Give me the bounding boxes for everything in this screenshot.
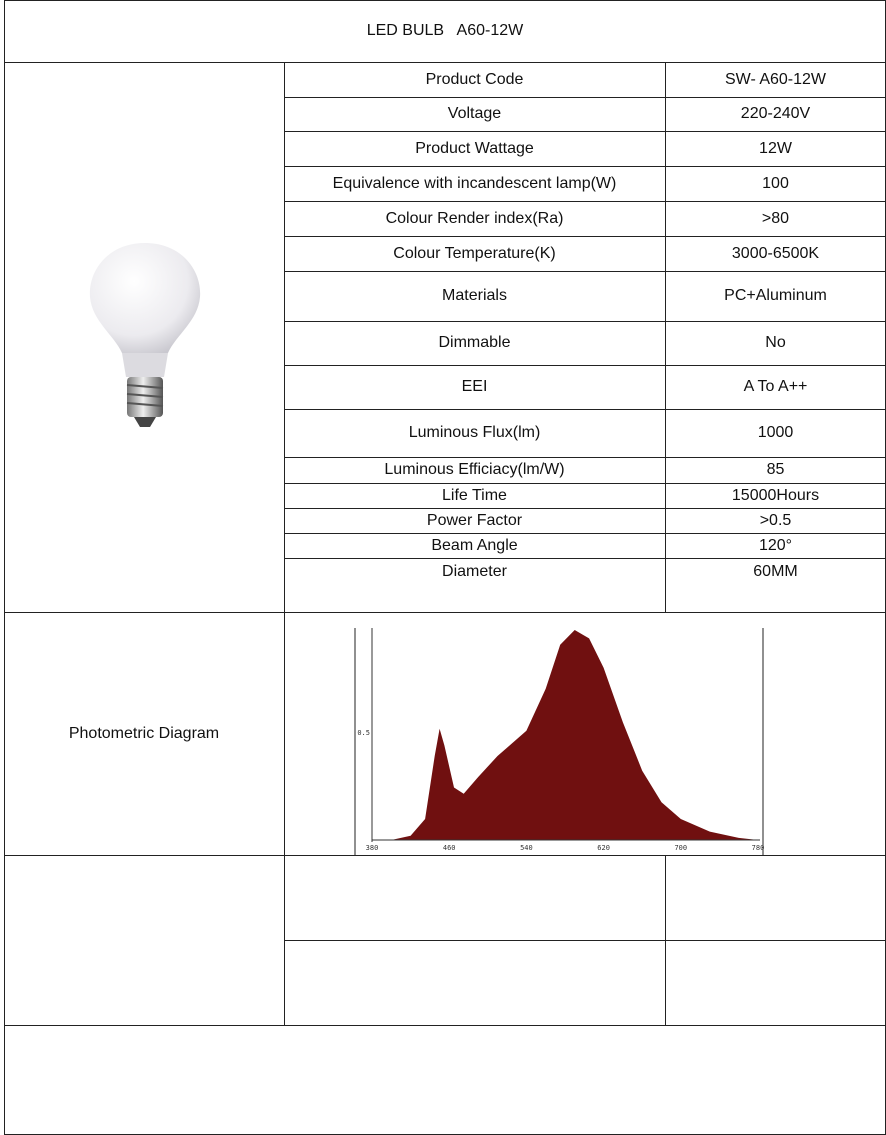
table-border	[284, 365, 886, 366]
spec-label: Luminous Flux(lm)	[284, 409, 665, 457]
photometric-label: Photometric Diagram	[4, 612, 284, 855]
spec-value: 15000Hours	[665, 483, 886, 508]
table-border	[284, 201, 886, 202]
table-border	[284, 271, 886, 272]
spec-label: Colour Temperature(K)	[284, 236, 665, 271]
spec-label: Beam Angle	[284, 533, 665, 558]
bulb-image	[80, 235, 210, 435]
table-border	[284, 166, 886, 167]
table-border	[284, 409, 886, 410]
spec-value: 3000-6500K	[665, 236, 886, 271]
spec-label: Dimmable	[284, 321, 665, 365]
spec-value: >80	[665, 201, 886, 236]
spectrum-y-label: 0.5	[357, 729, 370, 737]
sheet-title: LED BULB A60-12W	[4, 0, 886, 62]
spec-value: 85	[665, 457, 886, 483]
table-border	[284, 62, 285, 612]
spec-label: Voltage	[284, 97, 665, 131]
spec-label: Luminous Efficiacy(lm/W)	[284, 457, 665, 483]
table-border	[284, 940, 886, 941]
table-border	[284, 483, 886, 484]
spec-label: Materials	[284, 271, 665, 321]
spec-value: No	[665, 321, 886, 365]
table-border	[4, 855, 886, 856]
spec-value: 1000	[665, 409, 886, 457]
table-border	[284, 508, 886, 509]
table-border	[284, 97, 886, 98]
spec-label: EEI	[284, 365, 665, 409]
spec-value: 120°	[665, 533, 886, 558]
table-border	[284, 457, 886, 458]
spec-value: A To A++	[665, 365, 886, 409]
table-border	[284, 558, 886, 559]
spec-sheet: LED BULB A60-12W Photometric Diagram	[0, 0, 886, 1135]
spec-label: Life Time	[284, 483, 665, 508]
spec-value: 12W	[665, 131, 886, 166]
spec-label: Power Factor	[284, 508, 665, 533]
table-border	[284, 236, 886, 237]
table-border	[4, 0, 5, 1135]
table-border	[4, 0, 886, 1]
spec-label: Colour Render index(Ra)	[284, 201, 665, 236]
table-border	[4, 612, 886, 613]
table-border	[284, 131, 886, 132]
spec-value: PC+Aluminum	[665, 271, 886, 321]
spectrum-tick: 780	[752, 844, 765, 852]
spec-label: Product Code	[284, 62, 665, 97]
table-border	[284, 612, 285, 855]
spec-value: SW- A60-12W	[665, 62, 886, 97]
table-border	[4, 1025, 886, 1026]
spectrum-tick: 380	[366, 844, 379, 852]
spec-value: 220-240V	[665, 97, 886, 131]
spectrum-tick: 540	[520, 844, 533, 852]
table-border	[4, 62, 886, 63]
spec-value: 100	[665, 166, 886, 201]
spec-label: Diameter	[284, 558, 665, 586]
spec-label: Equivalence with incandescent lamp(W)	[284, 166, 665, 201]
table-border	[284, 321, 886, 322]
table-border	[284, 533, 886, 534]
spec-value: >0.5	[665, 508, 886, 533]
table-border	[665, 62, 666, 612]
spec-value: 60MM	[665, 558, 886, 586]
spectrum-image: 380 460 540 620 700 780 0.5	[354, 626, 766, 858]
spectrum-tick: 460	[443, 844, 456, 852]
spectrum-tick: 700	[674, 844, 687, 852]
spectrum-tick: 620	[597, 844, 610, 852]
spec-label: Product Wattage	[284, 131, 665, 166]
